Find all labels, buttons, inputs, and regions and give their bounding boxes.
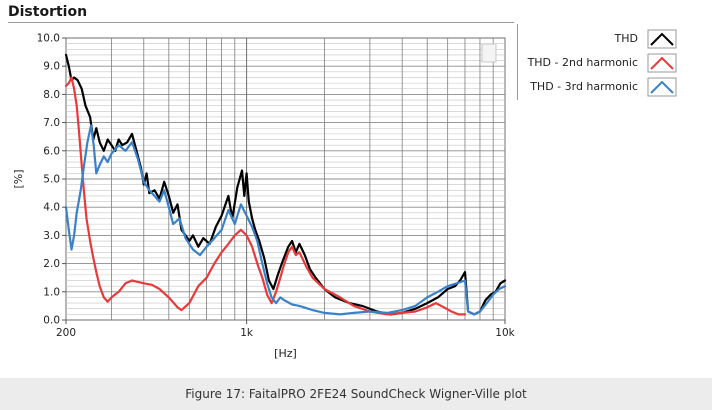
y-tick-label: 3.0 <box>43 230 60 242</box>
legend-swatch-frame-2 <box>647 53 677 73</box>
legend-swatch-3 <box>650 80 674 94</box>
legend-label-1: THD <box>614 32 638 45</box>
y-tick-label: 1.0 <box>43 286 60 298</box>
y-tick-label: 5.0 <box>43 174 60 186</box>
legend-swatch-1 <box>650 32 674 46</box>
legend: THD THD - 2nd harmonic THD - 3rd harmonic <box>527 29 677 97</box>
figure-caption: Figure 17: FaitalPRO 2FE24 SoundCheck Wi… <box>185 387 527 401</box>
y-tick-label: 0.0 <box>43 315 60 327</box>
y-tick-label: 7.0 <box>43 117 60 129</box>
axes: 0.0 1.0 2.0 3.0 4.0 5.0 6.0 7.0 8.0 9.0 10.0 200 1k 1… <box>12 33 516 361</box>
series-lines <box>64 53 507 316</box>
legend-swatch-2 <box>650 56 674 70</box>
legend-frame <box>517 24 708 100</box>
legend-swatch-frame-3 <box>647 77 677 97</box>
y-tick-label: 6.0 <box>43 145 60 157</box>
x-axis-label: [Hz] <box>274 347 297 360</box>
x-tick-label: 10k <box>495 327 515 339</box>
figure-caption-bar: Figure 17: FaitalPRO 2FE24 SoundCheck Wi… <box>0 378 712 410</box>
y-tick-label: 4.0 <box>43 202 60 214</box>
distortion-chart: 0.0 1.0 2.0 3.0 4.0 5.0 6.0 7.0 8.0 9.0 10.0 200 1k 1… <box>12 29 677 361</box>
series-line-3 <box>64 124 507 316</box>
plot-tool-icon <box>481 43 497 63</box>
y-tick-label: 9.0 <box>43 61 60 73</box>
series-line-2 <box>64 76 467 316</box>
x-tick-label: 1k <box>240 327 254 339</box>
legend-label-2: THD - 2nd harmonic <box>527 56 638 69</box>
x-tick-label: 200 <box>56 327 76 339</box>
panel-title: Distortion <box>8 4 88 20</box>
y-tick-label: 2.0 <box>43 258 60 270</box>
y-axis-label: [%] <box>12 169 25 188</box>
legend-label-3: THD - 3rd harmonic <box>529 80 638 93</box>
y-tick-label: 8.0 <box>43 89 60 101</box>
series-line-1 <box>64 53 507 316</box>
title-divider <box>8 22 514 23</box>
y-tick-label: 10.0 <box>37 33 60 45</box>
legend-swatch-frame-1 <box>647 29 677 49</box>
